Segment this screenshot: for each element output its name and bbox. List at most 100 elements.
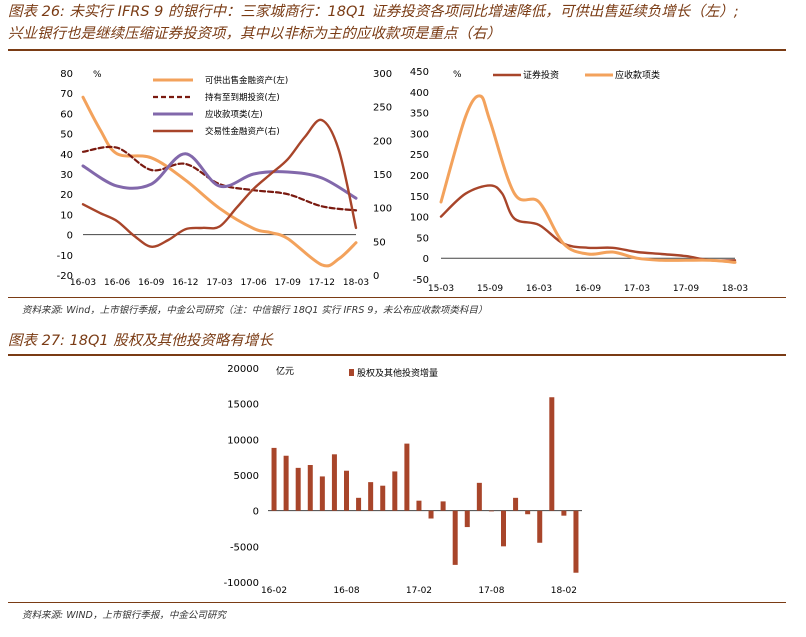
figure27-title-rule [8, 354, 786, 356]
right-y-tick: 400 [410, 88, 429, 99]
bottom-legend-swatch [349, 369, 354, 376]
bottom-bar [513, 497, 519, 511]
right-y-tick: 300 [410, 129, 429, 140]
left-y-tick: 10 [60, 210, 73, 221]
left-series-line-3 [81, 118, 358, 248]
figure26-title-rule [8, 49, 786, 51]
figure27-title: 图表 27: 18Q1 股权及其他投资略有增长 [8, 333, 273, 349]
left-y-tick: 30 [60, 170, 73, 181]
bottom-bar [537, 510, 543, 543]
bottom-bar [573, 510, 579, 573]
bottom-y-tick: -5000 [230, 542, 259, 553]
figure27-source-rule [8, 602, 786, 603]
bottom-bar [428, 510, 434, 519]
figure26-source: 资料来源: Wind，上市银行季报，中金公司研究（注：中信银行 18Q1 实行 … [22, 305, 488, 316]
bottom-bar [344, 470, 349, 511]
left-y-tick: -20 [57, 271, 73, 282]
right-x-tick: 17-03 [624, 284, 650, 294]
right-x-tick: 18-03 [722, 284, 748, 294]
right-y-tick: 200 [373, 136, 392, 147]
left-legend-label-0: 可供出售金融资产(左) [205, 75, 288, 86]
bottom-y-tick: 10000 [227, 435, 259, 446]
bottom-legend-label: 股权及其他投资增量 [357, 367, 438, 379]
left-y-tick: 50 [60, 130, 73, 141]
right-y-tick: 250 [373, 103, 392, 114]
left-x-tick: 16-09 [138, 278, 164, 288]
bottom-x-tick: 18-02 [551, 586, 577, 596]
right-line-chart: -50 0 50 100 150 200 250 300 350 400 450 % 15-03 15-0… [410, 67, 748, 294]
bottom-y-tick: -10000 [224, 578, 259, 589]
bottom-bar [525, 510, 531, 515]
left-series-line-2 [81, 152, 358, 200]
bottom-bar [476, 482, 482, 511]
figure27-source: 资料来源: WIND，上市银行季报，中金公司研究 [22, 610, 226, 621]
bottom-bar [319, 476, 325, 511]
right-y-tick: 100 [373, 204, 392, 215]
right-y-tick: 0 [423, 254, 429, 265]
right-series-line-1 [439, 94, 737, 264]
bottom-bar [488, 510, 494, 512]
right-x-tick: 15-09 [477, 284, 503, 294]
left-series-line-1 [81, 145, 358, 212]
figure26-source-rule [8, 297, 786, 298]
bottom-bar-chart: -10000 -5000 0 5000 10000 15000 20000 亿元 16-02 16… [224, 364, 582, 596]
left-x-tick: 18-03 [343, 278, 369, 288]
bottom-x-tick: 17-08 [478, 586, 504, 596]
right-y-tick: 350 [410, 109, 429, 120]
bottom-bar [356, 497, 362, 511]
left-series-line-0 [81, 95, 358, 268]
left-y-tick: 60 [60, 109, 73, 120]
bottom-bar [452, 510, 458, 565]
bottom-bar [307, 465, 313, 511]
bottom-x-tick: 17-02 [406, 586, 432, 596]
bottom-bar [404, 443, 410, 511]
right-series-line-0 [439, 184, 737, 262]
right-y-tick: -50 [413, 275, 429, 286]
right-legend-label-0: 证券投资 [523, 69, 559, 81]
left-y-tick: 70 [60, 89, 73, 100]
left-y-tick: 0 [67, 231, 73, 242]
bottom-unit-label: 亿元 [276, 365, 294, 377]
bottom-bar [295, 467, 301, 511]
right-legend-label-1: 应收款项类 [615, 69, 660, 81]
figure26-title-line1: 图表 26: 未实行 IFRS 9 的银行中：三家城商行：18Q1 证券投资各项… [8, 4, 739, 20]
right-y-tick: 250 [410, 150, 429, 161]
left-line-chart: -20 -10 0 10 20 30 40 50 60 70 80 0 50 100 150 200 250 30… [57, 69, 392, 288]
bottom-y-tick: 15000 [227, 400, 259, 411]
right-y-tick: 150 [410, 192, 429, 203]
right-y-tick: 50 [373, 237, 386, 248]
left-x-tick: 16-12 [172, 278, 198, 288]
bottom-bar [368, 482, 374, 511]
bottom-bar [392, 471, 398, 511]
bottom-x-tick: 16-08 [333, 586, 359, 596]
right-y-tick: 150 [373, 170, 392, 181]
bottom-y-tick: 20000 [227, 364, 259, 375]
bottom-bar [501, 510, 506, 547]
right-y-tick: 450 [410, 67, 429, 78]
bottom-bar [416, 500, 422, 511]
right-y-tick: 0 [373, 271, 379, 282]
right-x-tick: 17-09 [673, 284, 699, 294]
bottom-y-tick: 0 [253, 507, 259, 518]
left-y-tick: -10 [57, 251, 73, 262]
right-y-tick: 300 [373, 69, 392, 80]
left-y-tick: 80 [60, 69, 73, 80]
right-x-tick: 16-03 [526, 284, 552, 294]
bottom-bar [464, 510, 470, 528]
left-x-tick: 16-03 [70, 278, 96, 288]
bottom-bar [271, 447, 277, 511]
left-y-tick: 40 [60, 150, 73, 161]
left-x-tick: 17-09 [275, 278, 301, 288]
left-x-tick: 17-03 [206, 278, 232, 288]
bottom-bar [283, 455, 289, 511]
bottom-bar [549, 397, 555, 511]
right-y-tick: 200 [410, 171, 429, 182]
left-y-tick: 20 [60, 190, 73, 201]
left-legend-label-1: 持有至到期投资(左) [205, 92, 280, 103]
bottom-bar [331, 454, 337, 511]
right-x-tick: 15-03 [428, 284, 454, 294]
figure26-title-line2: 兴业银行也是继续压缩证券投资项，其中以非标为主的应收款项是重点（右） [8, 26, 501, 42]
right-y-tick: 50 [416, 233, 429, 244]
left-x-tick: 17-06 [241, 278, 267, 288]
right-unit-label: % [453, 70, 462, 80]
